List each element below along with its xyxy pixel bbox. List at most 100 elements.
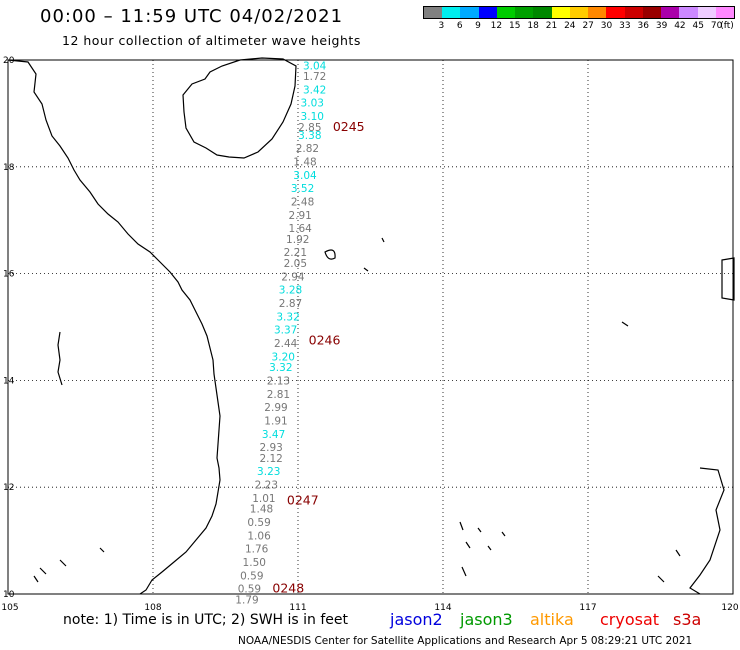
lat-tick-label: 20	[3, 56, 15, 66]
swh-point: 3.10	[301, 111, 324, 123]
wave-height-points: 3.041.723.423.033.102.853.382.821.483.04…	[235, 60, 326, 606]
swh-point: 3.20	[272, 351, 295, 363]
spratly-islands	[459, 521, 681, 583]
satellite-label-cryosat: cryosat	[600, 610, 660, 629]
swh-point: 3.03	[301, 98, 324, 110]
philippines-coast-north	[721, 257, 735, 301]
swh-point: 2.23	[255, 480, 278, 492]
swh-point: 2.44	[274, 338, 298, 350]
legend-label: 70	[710, 21, 723, 31]
legend-swatch	[442, 7, 461, 18]
legend-swatch	[569, 7, 589, 18]
satellite-label-jason2: jason2	[390, 610, 443, 629]
southern-coast	[33, 547, 105, 583]
satellite-label-altika: altika	[530, 610, 574, 629]
legend-swatch	[533, 7, 552, 18]
legend-label: 21	[545, 21, 558, 31]
swh-point: 2.82	[296, 143, 319, 155]
swh-point: 1.48	[293, 156, 316, 168]
inland-lake	[57, 331, 63, 386]
swh-point: 3.37	[274, 325, 297, 337]
lon-tick-label: 120	[721, 603, 738, 613]
swh-point: 1.79	[235, 594, 258, 606]
legend-label: 6	[456, 21, 463, 31]
legend-swatches	[423, 6, 735, 19]
swh-point: 2.12	[259, 453, 282, 465]
swh-point: 1.72	[303, 71, 326, 83]
swh-point: 1.01	[252, 493, 275, 505]
lon-tick-label: 108	[144, 603, 161, 613]
legend-label: 45	[692, 21, 705, 31]
lat-tick-label: 12	[3, 483, 14, 493]
legend-label: 12	[490, 21, 503, 31]
legend-swatch	[424, 7, 443, 18]
swh-point: 3.42	[303, 84, 326, 96]
lon-tick-label: 114	[434, 603, 451, 613]
swh-point: 2.21	[284, 247, 307, 259]
legend-swatch	[679, 7, 698, 18]
legend-label: 30	[600, 21, 613, 31]
legend-swatch	[496, 7, 516, 18]
legend-label: 33	[619, 21, 631, 31]
track-labels: 0245 0246 0247 0248	[272, 119, 364, 596]
swh-point: 3.32	[269, 362, 292, 374]
legend-label: 42	[674, 21, 686, 31]
paracel-islands	[363, 237, 629, 327]
swh-point: 2.91	[288, 210, 311, 222]
swh-point: 2.94	[281, 271, 305, 283]
swh-point: 2.93	[259, 442, 282, 454]
legend-label: 24	[564, 21, 576, 31]
legend-label: 39	[655, 21, 668, 31]
footnote: note: 1) Time is in UTC; 2) SWH is in fe…	[63, 612, 349, 628]
legend-swatch	[478, 7, 497, 18]
swh-point: 2.87	[279, 298, 302, 310]
swh-point: 1.50	[243, 557, 266, 569]
swh-point: 2.05	[284, 258, 307, 270]
legend-swatch	[606, 7, 625, 18]
swh-point: 3.04	[293, 170, 317, 182]
legend-swatch	[697, 7, 716, 18]
hainan-island-outline	[182, 57, 297, 159]
swh-point: 2.13	[267, 375, 290, 387]
swh-point: 1.91	[264, 415, 287, 427]
swh-point: 2.99	[264, 402, 287, 414]
swh-point: 2.81	[267, 389, 290, 401]
legend-swatch	[551, 7, 570, 18]
swh-point: 0.59	[238, 584, 261, 596]
swh-point: 3.23	[257, 466, 280, 478]
legend-swatch	[460, 7, 479, 18]
lon-tick-label: 111	[289, 603, 306, 613]
swh-point: 3.52	[291, 183, 314, 195]
coastal-island-east	[324, 249, 336, 260]
satellite-label-s3a: s3a	[673, 610, 702, 629]
legend-label: 36	[637, 21, 649, 31]
page-subtitle: 12 hour collection of altimeter wave hei…	[62, 33, 361, 48]
swh-point: 3.47	[262, 429, 285, 441]
map-frame	[7, 59, 734, 595]
legend-swatch	[661, 7, 680, 18]
philippines-coast-south	[689, 467, 725, 595]
swh-point: 1.64	[288, 223, 312, 235]
legend-swatch	[515, 7, 534, 18]
lat-tick-label: 16	[3, 270, 15, 280]
swh-point: 3.28	[279, 285, 302, 297]
coastline	[7, 57, 735, 595]
swh-point: 3.38	[298, 130, 321, 142]
legend-swatch	[715, 7, 734, 18]
satellite-label-jason3: jason3	[460, 610, 513, 629]
swh-point: 1.48	[250, 504, 273, 516]
track-time-label: 0246	[309, 332, 341, 347]
legend-label: 9	[475, 21, 481, 31]
credit-line: NOAA/NESDIS Center for Satellite Applica…	[238, 635, 693, 647]
track-time-label: 0248	[272, 581, 304, 596]
swh-point: 0.59	[247, 517, 270, 529]
lat-tick-label: 10	[3, 590, 15, 600]
legend-label: 27	[582, 21, 594, 31]
legend-label: 18	[527, 21, 539, 31]
lon-tick-label: 105	[1, 603, 18, 613]
legend-swatch	[624, 7, 643, 18]
swh-point: 1.06	[247, 530, 271, 542]
track-time-label: 0247	[287, 493, 319, 508]
lat-tick-label: 14	[3, 376, 15, 386]
